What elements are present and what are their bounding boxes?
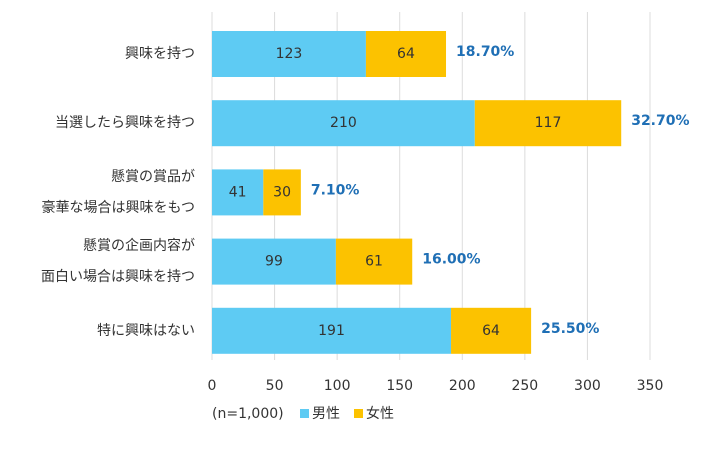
x-tick-label: 250	[511, 378, 538, 394]
bar	[212, 31, 366, 77]
legend-swatch	[354, 409, 363, 418]
share-label: 32.70%	[631, 113, 689, 129]
bar	[263, 169, 301, 216]
bar	[212, 100, 475, 147]
value-label: 64	[482, 323, 500, 339]
share-label: 7.10%	[311, 182, 360, 198]
bar	[474, 100, 622, 147]
y-tick-label: 興味を持つ	[125, 46, 195, 62]
bar	[451, 307, 532, 354]
y-tick-label: 面白い場合は興味を持つ	[41, 269, 195, 285]
legend-label: 女性	[366, 405, 394, 422]
value-label: 99	[265, 254, 283, 270]
x-tick-label: 50	[266, 378, 284, 394]
bar	[365, 31, 447, 77]
y-tick-label: 当選したら興味を持つ	[55, 115, 195, 131]
x-tick-label: 300	[574, 378, 601, 394]
value-label: 30	[273, 184, 291, 200]
value-label: 61	[365, 254, 383, 270]
y-tick-label: 懸賞の企画内容が	[83, 237, 195, 254]
value-label: 123	[276, 46, 303, 62]
y-tick-label: 特に興味はない	[97, 323, 195, 339]
share-label: 25.50%	[541, 321, 599, 337]
bar	[335, 238, 413, 285]
share-label: 18.70%	[456, 44, 514, 60]
value-label: 117	[535, 115, 562, 131]
bar	[212, 169, 264, 216]
x-tick-label: 100	[324, 378, 351, 394]
value-label: 41	[229, 184, 247, 200]
value-label: 191	[318, 323, 345, 339]
value-label: 64	[397, 46, 415, 62]
note: (n=1,000)	[212, 406, 284, 422]
y-tick-label: 豪華な場合は興味をもつ	[42, 200, 195, 216]
x-tick-label: 200	[449, 378, 476, 394]
y-tick-label: 懸賞の賞品が	[111, 169, 195, 185]
share-label: 16.00%	[422, 252, 480, 268]
value-label: 210	[330, 115, 357, 131]
legend-swatch	[300, 409, 309, 418]
bar	[212, 307, 452, 354]
bar	[212, 238, 336, 285]
x-tick-label: 150	[386, 378, 413, 394]
x-tick-label: 0	[208, 378, 217, 394]
x-tick-label: 350	[637, 378, 664, 394]
legend-label: 男性	[312, 406, 340, 422]
